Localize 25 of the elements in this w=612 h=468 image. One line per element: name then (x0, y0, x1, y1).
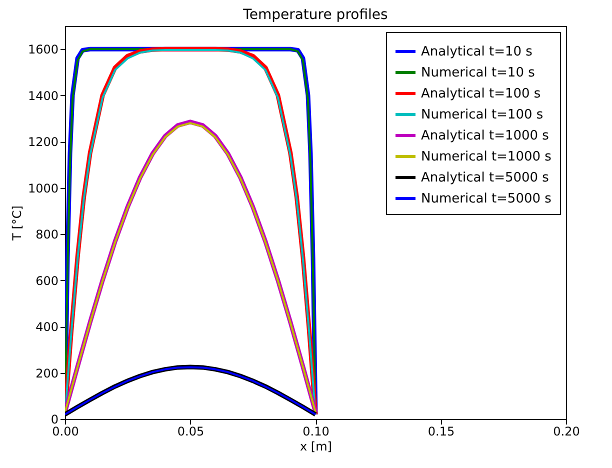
x-tick-label: 0.00 (52, 424, 79, 438)
y-tick-label: 800 (36, 228, 58, 242)
y-tick-label: 1600 (28, 42, 58, 57)
y-axis-title: T [°C] (10, 206, 24, 242)
y-tick-label: 600 (36, 274, 58, 288)
y-tick-label: 200 (36, 366, 58, 380)
y-tick-label: 400 (36, 320, 58, 334)
x-tick-label: 0.05 (177, 424, 204, 438)
legend-label: Numerical t=5000 s (421, 192, 552, 206)
legend-label: Numerical t=10 s (421, 66, 536, 80)
x-tick-label: 0.10 (302, 424, 330, 438)
x-tick-label: 0.15 (428, 424, 455, 438)
legend-label: Numerical t=100 s (421, 108, 544, 122)
legend-label: Analytical t=1000 s (421, 128, 550, 144)
y-tick-label: 1000 (28, 181, 58, 196)
legend-label: Analytical t=100 s (421, 86, 541, 102)
y-tick-label: 0 (50, 412, 58, 426)
x-axis-title: x [m] (300, 440, 332, 454)
legend-label: Numerical t=1000 s (421, 150, 552, 164)
chart-title: Temperature profiles (242, 7, 388, 23)
legend-label: Analytical t=10 s (421, 44, 533, 60)
y-tick-label: 1200 (28, 135, 58, 150)
legend-label: Analytical t=5000 s (421, 170, 550, 186)
y-tick-label: 1400 (28, 88, 58, 103)
x-tick-label: 0.20 (553, 424, 580, 438)
